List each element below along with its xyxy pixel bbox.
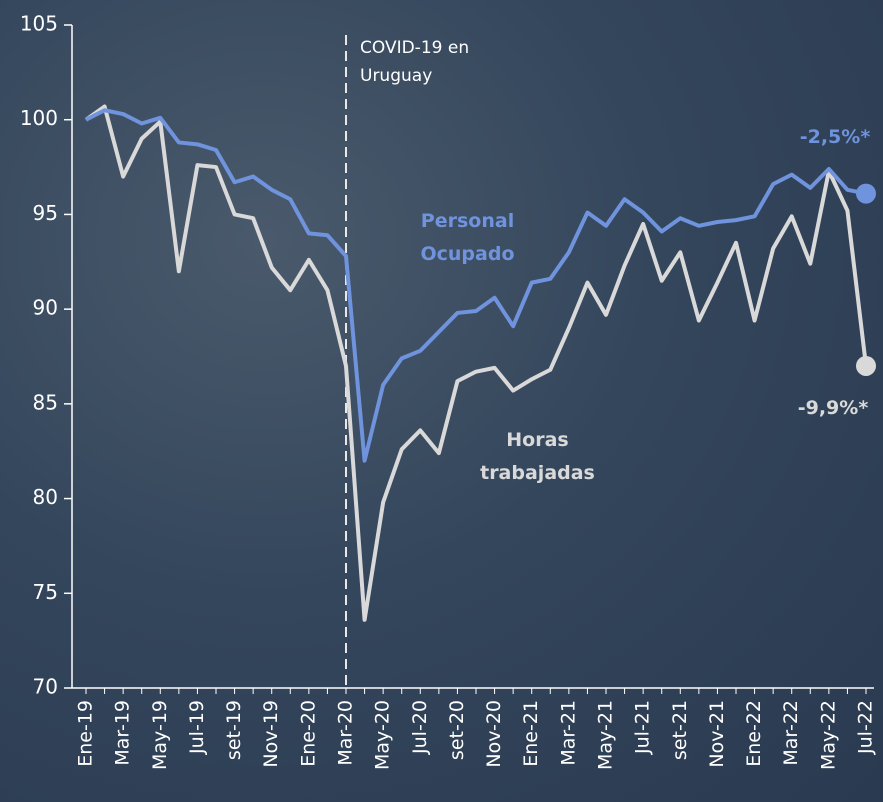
- x-tick-label: Ene-20: [297, 700, 319, 767]
- end-marker: [856, 184, 876, 204]
- event-label: COVID-19 en Uruguay: [360, 34, 470, 90]
- x-tick-label: May-21: [595, 700, 617, 770]
- y-tick-label: 70: [33, 675, 58, 699]
- x-tick-label: Ene-22: [743, 700, 765, 767]
- chart-page: 70 75 80 85 90 95 100 105 Ene-19 Mar-19 May-19 Jul-…: [0, 0, 883, 802]
- y-tick-label: 95: [33, 201, 58, 225]
- y-tick-label: 100: [20, 106, 58, 130]
- x-tick-label: Jul-19: [186, 700, 208, 755]
- x-tick-label: Jul-22: [855, 700, 877, 755]
- y-tick-label: 85: [33, 390, 58, 414]
- x-tick-label: set-19: [223, 700, 245, 760]
- x-tick-label: Mar-20: [335, 700, 357, 766]
- y-tick-label: 90: [33, 296, 58, 320]
- end-label: -9,9%*: [788, 392, 878, 425]
- x-tick-label: May-20: [372, 700, 394, 770]
- x-tick-label: set-20: [446, 700, 468, 760]
- y-tick-label: 80: [33, 485, 58, 509]
- x-tick-label: Jul-21: [632, 700, 654, 755]
- x-tick-label: Ene-19: [75, 700, 97, 767]
- y-tick-label: 105: [20, 12, 58, 36]
- x-tick-label: Nov-20: [483, 700, 505, 768]
- x-tick-label: Mar-19: [112, 700, 134, 766]
- x-tick-label: Mar-22: [780, 700, 802, 766]
- x-tick-label: Mar-21: [557, 700, 579, 766]
- chart: 70 75 80 85 90 95 100 105 Ene-19 Mar-19 May-19 Jul-…: [0, 0, 883, 802]
- series-label: Horas trabajadas: [470, 424, 605, 490]
- x-tick-label: May-19: [149, 700, 171, 770]
- x-tick-label: Nov-21: [706, 700, 728, 768]
- x-tick-label: May-22: [817, 700, 839, 770]
- series-line: [86, 106, 866, 619]
- end-label: -2,5%*: [790, 121, 880, 154]
- end-marker: [856, 356, 876, 376]
- x-tick-label: Ene-21: [520, 700, 542, 767]
- series-label: Personal Ocupado: [400, 205, 535, 271]
- x-tick-label: set-21: [669, 700, 691, 760]
- x-tick-label: Jul-20: [409, 700, 431, 755]
- series-line: [86, 110, 866, 460]
- y-tick-label: 75: [33, 580, 58, 604]
- x-tick-label: Nov-19: [260, 700, 282, 768]
